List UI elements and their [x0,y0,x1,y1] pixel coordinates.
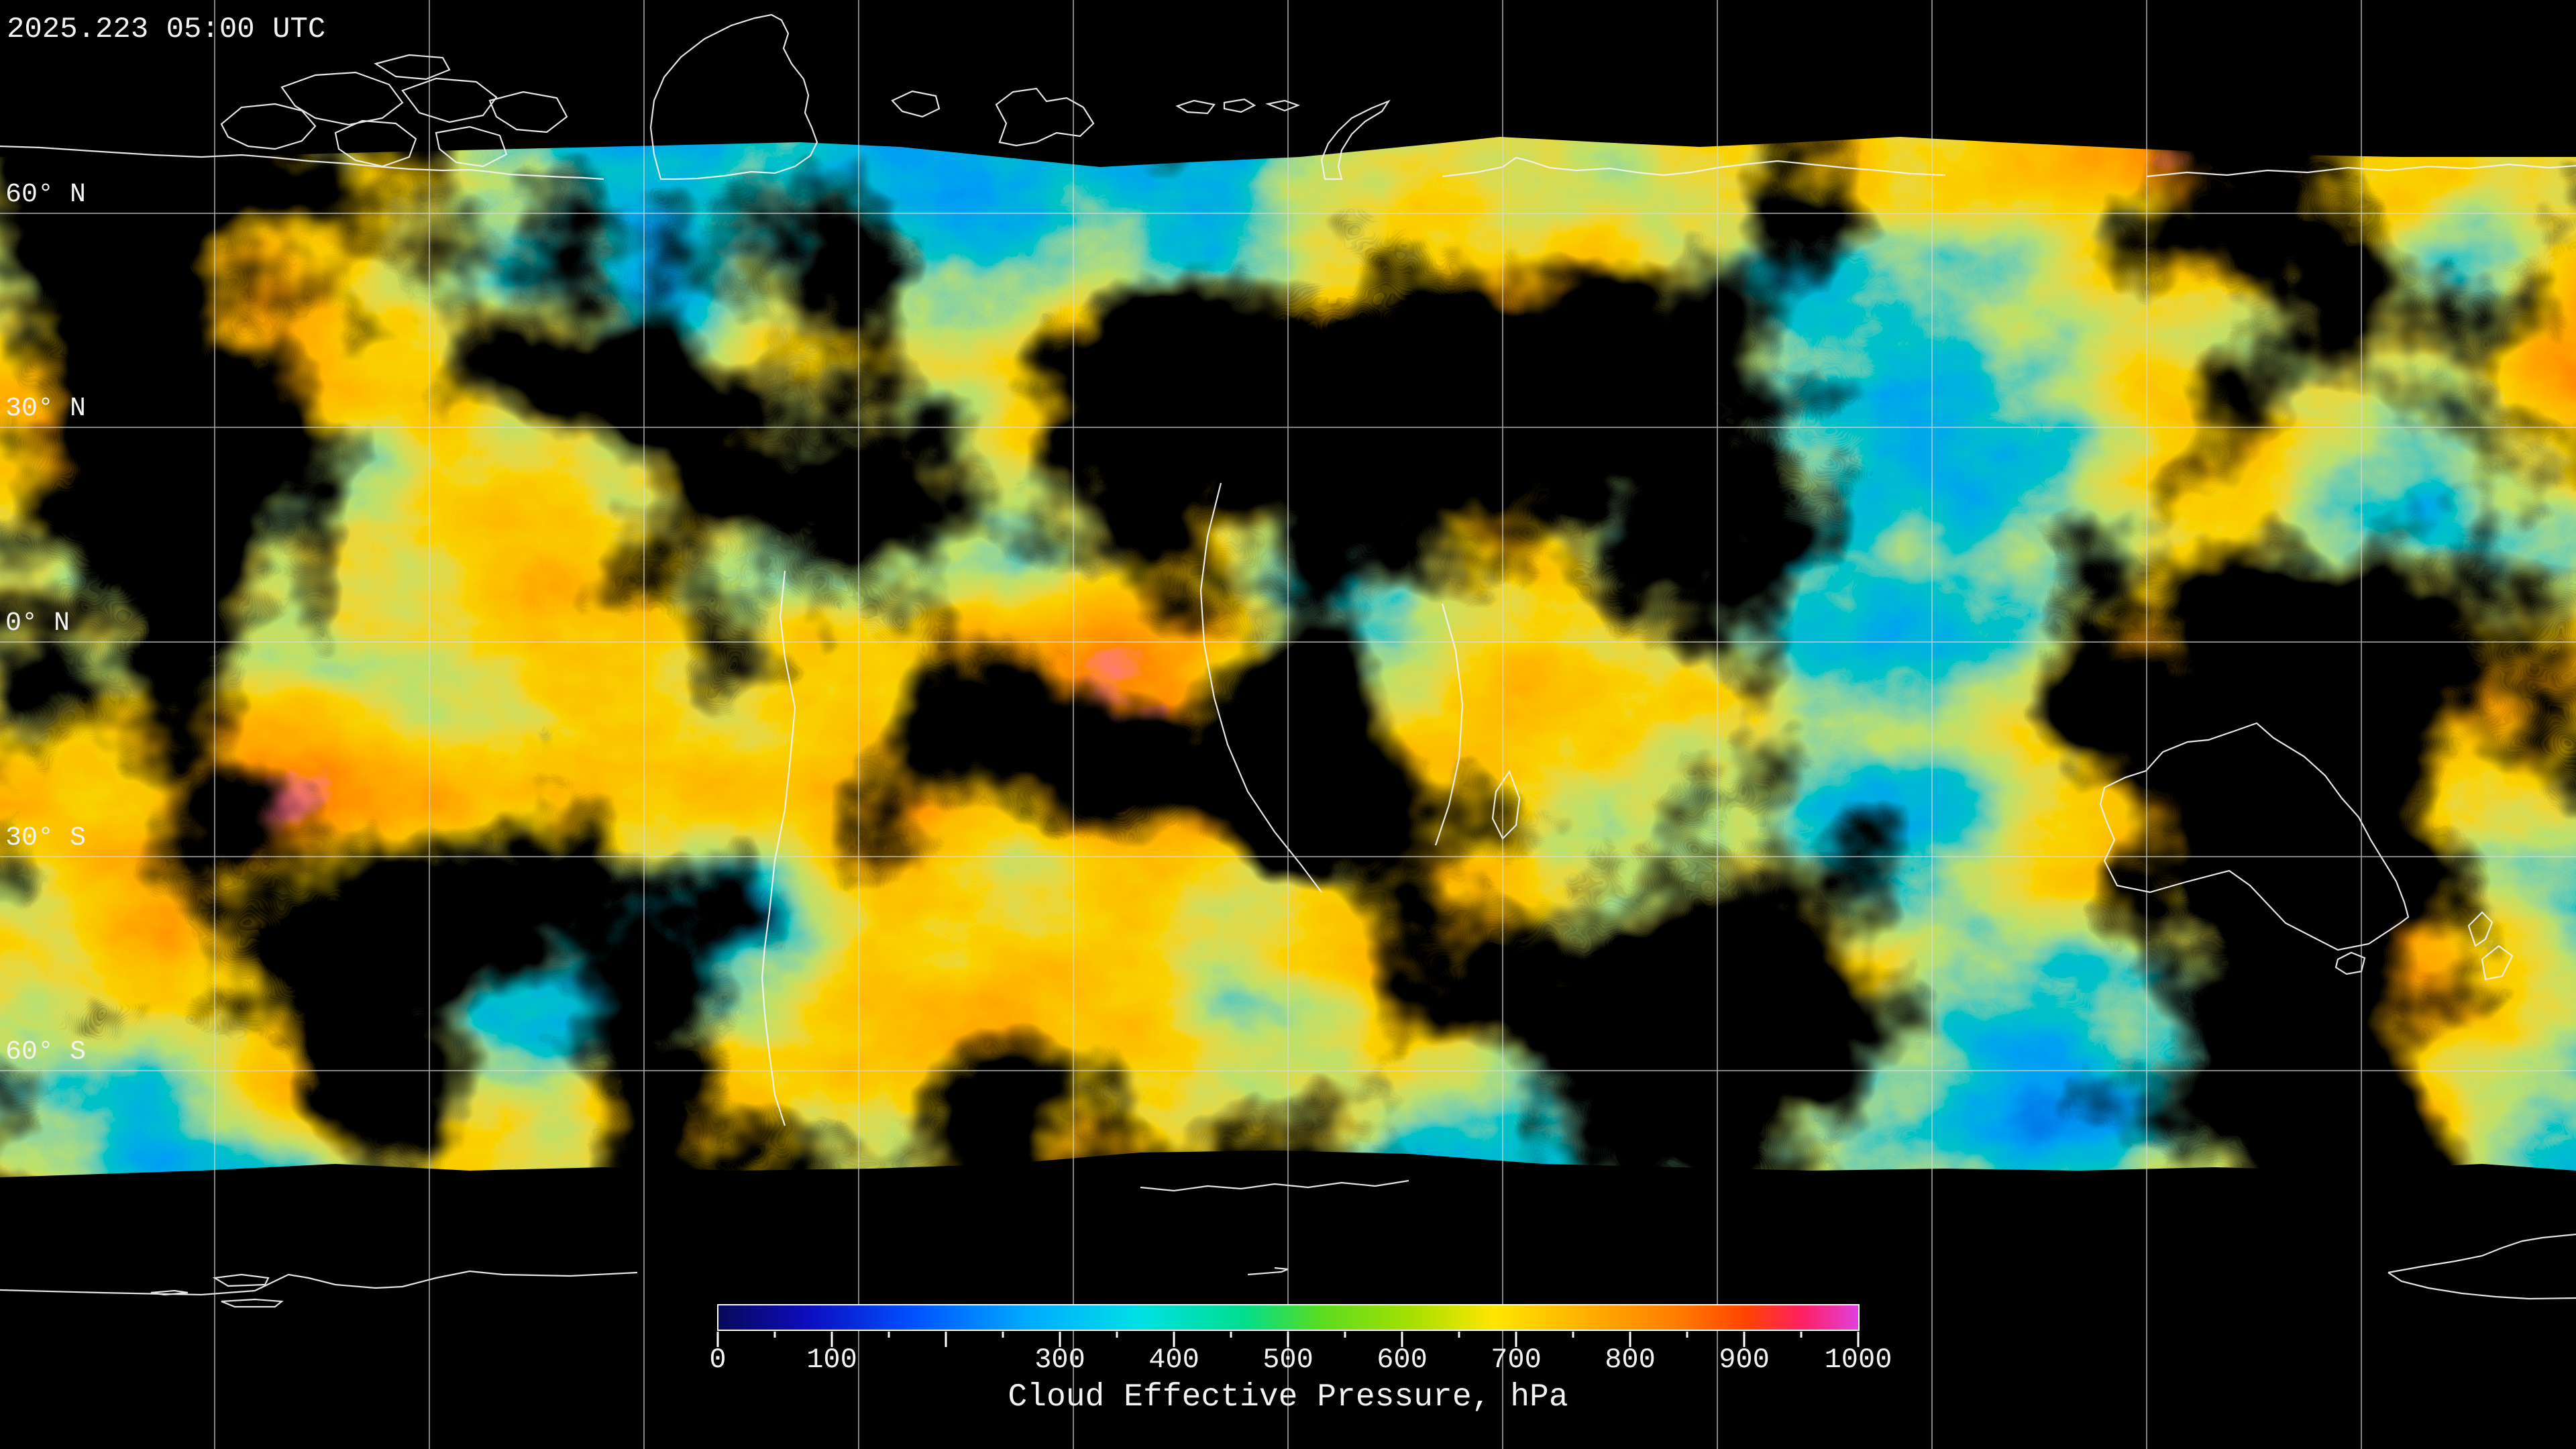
svg-text:30° N: 30° N [5,394,86,424]
svg-text:400: 400 [1148,1344,1199,1376]
svg-text:2025.223 05:00 UTC: 2025.223 05:00 UTC [7,13,325,46]
svg-text:60° N: 60° N [5,180,86,210]
svg-text:0: 0 [709,1344,726,1376]
svg-text:60° S: 60° S [5,1037,86,1067]
svg-text:0° N: 0° N [5,608,70,639]
svg-text:800: 800 [1605,1344,1656,1376]
svg-text:300: 300 [1034,1344,1085,1376]
svg-text:1000: 1000 [1825,1344,1892,1376]
svg-text:600: 600 [1377,1344,1428,1376]
svg-text:30° S: 30° S [5,823,86,853]
svg-text:700: 700 [1491,1344,1542,1376]
svg-text:Cloud Effective Pressure, hPa: Cloud Effective Pressure, hPa [1008,1379,1568,1415]
svg-text:900: 900 [1719,1344,1770,1376]
svg-text:500: 500 [1263,1344,1313,1376]
svg-text:100: 100 [806,1344,857,1376]
